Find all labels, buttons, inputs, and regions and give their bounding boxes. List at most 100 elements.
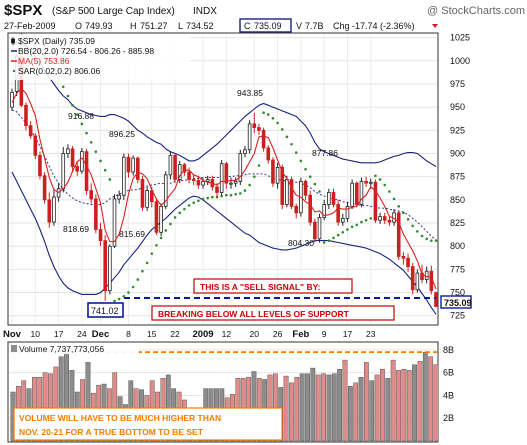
- volume-note-box: [13, 407, 283, 441]
- sar-dot: [397, 205, 401, 208]
- bb-lower-line: [11, 171, 437, 315]
- candle-body: [345, 205, 350, 219]
- candle-body: [401, 256, 406, 259]
- moving-average: [11, 87, 437, 290]
- price-tick-label: 1025: [450, 33, 470, 43]
- price-tick-label: 950: [450, 102, 465, 112]
- sar-dot: [136, 278, 140, 281]
- sar-dot: [257, 164, 261, 167]
- symbol-title: $SPX: [4, 2, 42, 19]
- candle-body: [257, 127, 261, 131]
- sar-dot: [364, 218, 368, 222]
- price-tick-label: 925: [450, 125, 465, 135]
- price-tick-label: 800: [450, 241, 465, 251]
- volume-bar: [396, 370, 401, 442]
- candle-body: [191, 179, 196, 181]
- candle-body: [224, 163, 229, 184]
- sar-dot: [374, 174, 377, 178]
- candle-body: [47, 199, 52, 223]
- volume-bar: [433, 364, 439, 442]
- sar-dot: [355, 223, 359, 227]
- sar-dot: [350, 225, 354, 229]
- sar-dot: [75, 113, 79, 116]
- sar-dot: [159, 236, 163, 240]
- sar-dot: [332, 236, 335, 240]
- volume-bar: [58, 356, 64, 442]
- candle-body: [308, 194, 312, 223]
- sar-dot: [66, 94, 70, 98]
- volume-legend-icon: [11, 345, 17, 352]
- sar-dot: [252, 175, 256, 178]
- candle-body: [271, 159, 275, 184]
- volume-bar: [374, 374, 380, 442]
- candle-body: [341, 217, 345, 223]
- sar-dot: [313, 182, 317, 186]
- breaking-support-text: BREAKING BELOW ALL LEVELS OF SUPPORT: [158, 309, 350, 319]
- candle-body: [275, 167, 280, 184]
- sar-dot: [262, 111, 265, 115]
- volume-value: 7.7B: [305, 21, 324, 31]
- callout-916: 916.88: [68, 111, 94, 121]
- date-tick-label: 2009: [192, 329, 213, 340]
- sar-dot: [392, 197, 396, 201]
- volume-bar: [331, 373, 337, 442]
- sar-dot: [169, 222, 172, 226]
- date-tick-label: 8: [126, 329, 131, 339]
- candle-body: [66, 148, 70, 154]
- close-box: [239, 18, 292, 33]
- volume-bar: [53, 366, 59, 442]
- sar-dot: [71, 104, 74, 107]
- volume-bar: [353, 382, 359, 442]
- watermark: @ StockCharts.com: [427, 5, 525, 17]
- candle-body: [205, 179, 210, 182]
- sar-dot: [201, 197, 205, 201]
- candle-body: [396, 212, 401, 257]
- callout-943: 943.85: [237, 88, 263, 98]
- candle-body: [28, 125, 33, 137]
- sar-dot: [178, 211, 182, 215]
- candle-body: [359, 180, 364, 205]
- sell-signal-text: THIS IS A "SELL SIGNAL" BY:: [200, 282, 321, 292]
- sar-dot: [145, 261, 149, 265]
- bollinger-bands: [11, 41, 437, 315]
- low-value: 734.52: [186, 21, 214, 31]
- breaking-support-box: [151, 305, 395, 321]
- volume-bar: [417, 361, 423, 442]
- sar-dot: [280, 128, 284, 131]
- candle-body: [317, 217, 322, 240]
- low-label: L: [178, 21, 183, 31]
- volume-bar: [428, 356, 434, 442]
- candle-body: [229, 182, 233, 185]
- sar-dot: [80, 122, 84, 126]
- price-tick-label: 875: [450, 172, 465, 182]
- volume-bar: [299, 373, 305, 442]
- change-label: Chg: [333, 21, 350, 31]
- sar-dot: [127, 291, 130, 294]
- volume-bar: [272, 373, 278, 442]
- sar-dot: [271, 116, 275, 120]
- candle-body: [89, 190, 94, 200]
- sar-dot: [402, 211, 405, 215]
- candle-body: [159, 205, 163, 233]
- sar-dot: [336, 233, 340, 237]
- candle-body: [61, 153, 66, 190]
- legend-sar: SAR(0.02,0.2) 806.06: [18, 66, 100, 76]
- candle-body: [38, 154, 42, 177]
- date-tick-label: 26: [273, 329, 283, 339]
- callout-815: 815.69: [119, 229, 145, 239]
- change-value: -17.74 (-2.36%): [352, 21, 415, 31]
- sar-dot: [299, 159, 303, 163]
- candle-body: [52, 196, 56, 223]
- candle-body: [243, 149, 247, 154]
- candle-body: [215, 186, 219, 193]
- exchange-label: INDX: [193, 6, 217, 17]
- candle-body: [303, 180, 308, 196]
- sar-dot: [85, 131, 88, 135]
- candle-body: [247, 123, 252, 151]
- candle-body: [163, 174, 168, 207]
- sar-dot: [294, 151, 298, 154]
- sar-dot: [150, 252, 154, 255]
- parabolic-sar: [10, 33, 438, 303]
- price-tick-label: 725: [450, 311, 465, 321]
- date-tick-label: 17: [343, 329, 353, 339]
